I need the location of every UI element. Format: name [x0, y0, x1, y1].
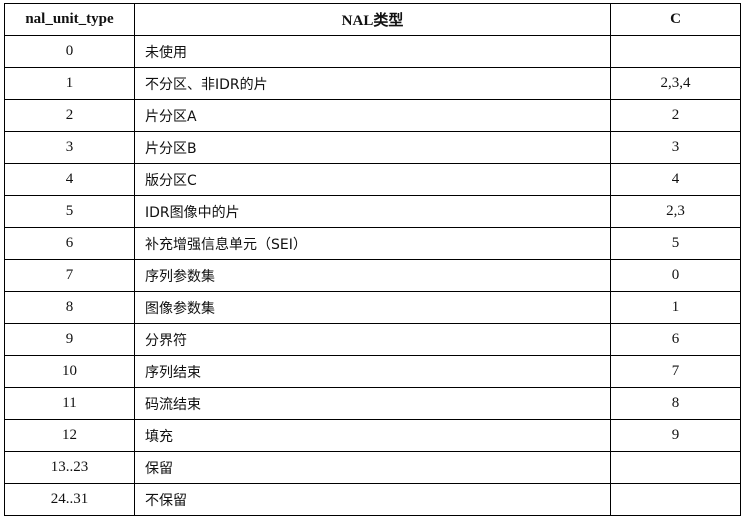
- header-c: C: [610, 3, 741, 36]
- table-row: 8 图像参数集 1: [4, 291, 741, 324]
- c-cell: 8: [610, 387, 741, 420]
- table-row: 13..23 保留: [4, 451, 741, 484]
- type-cell: 9: [4, 323, 135, 356]
- type-cell: 1: [4, 67, 135, 100]
- type-cell: 7: [4, 259, 135, 292]
- c-cell: 2: [610, 99, 741, 132]
- type-cell: 10: [4, 355, 135, 388]
- nal-unit-type-table: nal_unit_type NAL类型 C 0 未使用 1 不分区、非IDR的片 2,3…: [4, 3, 741, 516]
- table-row: 2 片分区A 2: [4, 99, 741, 132]
- c-cell: [610, 35, 741, 68]
- name-cell: 补充增强信息单元（SEI）: [134, 227, 611, 260]
- type-cell: 4: [4, 163, 135, 196]
- type-cell: 12: [4, 419, 135, 452]
- c-cell: [610, 483, 741, 516]
- type-cell: 8: [4, 291, 135, 324]
- name-cell: 序列参数集: [134, 259, 611, 292]
- type-cell: 13..23: [4, 451, 135, 484]
- type-cell: 0: [4, 35, 135, 68]
- table-row: 5 IDR图像中的片 2,3: [4, 195, 741, 228]
- c-cell: 2,3: [610, 195, 741, 228]
- table-row: 10 序列结束 7: [4, 355, 741, 388]
- c-cell: [610, 451, 741, 484]
- name-cell: 未使用: [134, 35, 611, 68]
- table-row: 7 序列参数集 0: [4, 259, 741, 292]
- header-nal-type: NAL类型: [134, 3, 611, 36]
- name-cell: 码流结束: [134, 387, 611, 420]
- c-cell: 3: [610, 131, 741, 164]
- c-cell: 6: [610, 323, 741, 356]
- table-row: 1 不分区、非IDR的片 2,3,4: [4, 67, 741, 100]
- c-cell: 4: [610, 163, 741, 196]
- name-cell: 片分区B: [134, 131, 611, 164]
- table-row: 3 片分区B 3: [4, 131, 741, 164]
- c-cell: 7: [610, 355, 741, 388]
- name-cell: 分界符: [134, 323, 611, 356]
- type-cell: 2: [4, 99, 135, 132]
- name-cell: IDR图像中的片: [134, 195, 611, 228]
- name-cell: 不保留: [134, 483, 611, 516]
- header-row: nal_unit_type NAL类型 C: [4, 3, 741, 36]
- type-cell: 6: [4, 227, 135, 260]
- type-cell: 3: [4, 131, 135, 164]
- name-cell: 填充: [134, 419, 611, 452]
- type-cell: 24..31: [4, 483, 135, 516]
- table-row: 9 分界符 6: [4, 323, 741, 356]
- name-cell: 保留: [134, 451, 611, 484]
- c-cell: 5: [610, 227, 741, 260]
- name-cell: 不分区、非IDR的片: [134, 67, 611, 100]
- table-row: 11 码流结束 8: [4, 387, 741, 420]
- table-row: 12 填充 9: [4, 419, 741, 452]
- name-cell: 图像参数集: [134, 291, 611, 324]
- c-cell: 0: [610, 259, 741, 292]
- c-cell: 1: [610, 291, 741, 324]
- header-nal-unit-type: nal_unit_type: [4, 3, 135, 36]
- name-cell: 版分区C: [134, 163, 611, 196]
- name-cell: 序列结束: [134, 355, 611, 388]
- table-row: 6 补充增强信息单元（SEI） 5: [4, 227, 741, 260]
- type-cell: 5: [4, 195, 135, 228]
- name-cell: 片分区A: [134, 99, 611, 132]
- table-row: 4 版分区C 4: [4, 163, 741, 196]
- c-cell: 9: [610, 419, 741, 452]
- type-cell: 11: [4, 387, 135, 420]
- table-row: 24..31 不保留: [4, 483, 741, 516]
- c-cell: 2,3,4: [610, 67, 741, 100]
- table-row: 0 未使用: [4, 35, 741, 68]
